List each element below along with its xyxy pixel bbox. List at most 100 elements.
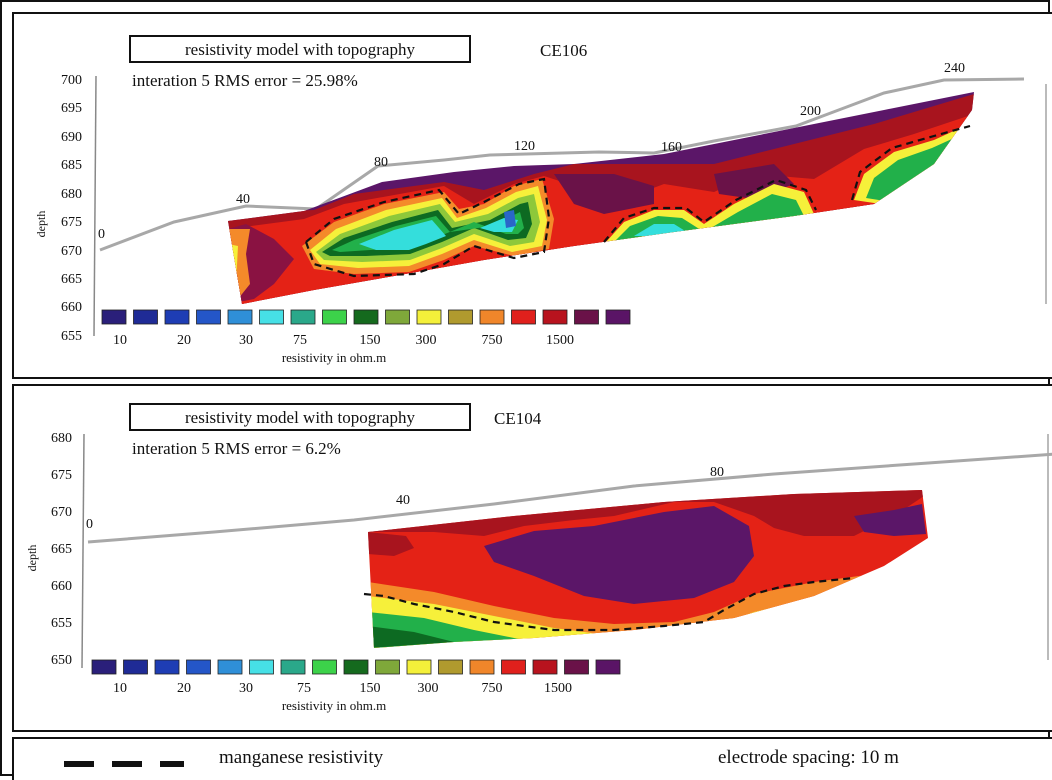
manganese-boundary [850, 124, 971, 201]
distance-label: 40 [236, 192, 250, 207]
rms-text: interation 5 RMS error = 25.98% [132, 71, 358, 90]
scale-label: 75 [293, 333, 307, 348]
scale-label: 300 [416, 333, 437, 348]
spacing-label: electrode spacing: 10 m [718, 747, 899, 768]
color-swatch [479, 309, 505, 325]
y-tick: 675 [51, 468, 72, 483]
y-tick: 660 [51, 579, 72, 594]
ce104-section: resistivity model with topography CE104 … [25, 403, 1052, 713]
scale-label: 750 [482, 681, 503, 696]
scale-label: 1500 [544, 681, 572, 696]
y-axis-label: depth [25, 545, 39, 572]
color-swatch [375, 659, 400, 675]
y-tick: 650 [51, 653, 72, 668]
color-swatch [280, 659, 306, 675]
color-swatch [385, 309, 410, 325]
color-swatch [469, 659, 495, 675]
model-fill-blue [504, 210, 516, 228]
scale-labels: 10 20 30 75 150 300 750 1500 [113, 681, 572, 696]
manganese-boundary [304, 177, 551, 278]
scale-label: 10 [113, 681, 127, 696]
scale-label: 1500 [546, 333, 574, 348]
topography-line [87, 452, 1052, 544]
distance-label: 0 [86, 517, 93, 532]
distance-label: 240 [944, 61, 965, 76]
manganese-boundary [603, 178, 817, 243]
distance-label: 160 [661, 140, 682, 155]
y-tick: 665 [61, 272, 82, 287]
model-fill-violet [484, 506, 754, 604]
color-swatch [438, 659, 463, 675]
manganese-boundary [363, 576, 855, 632]
y-tick: 675 [61, 215, 82, 230]
color-swatch [123, 659, 148, 675]
y-tick: 685 [61, 158, 82, 173]
color-swatch [227, 309, 253, 325]
model-fill-violet [854, 504, 926, 536]
title-box [129, 403, 471, 431]
scale-label: 10 [113, 333, 127, 348]
color-swatch [542, 309, 568, 325]
color-swatch [101, 309, 127, 325]
distance-label: 40 [396, 493, 410, 508]
model-fill-dkgreen [368, 626, 454, 648]
distance-label: 200 [800, 104, 821, 119]
distance-label: 0 [98, 227, 105, 242]
color-swatch [290, 309, 316, 325]
distance-label: 80 [374, 155, 388, 170]
color-swatch [448, 309, 473, 325]
rms-text: interation 5 RMS error = 6.2% [132, 439, 341, 458]
line-id: CE104 [494, 409, 542, 428]
scale-label: 300 [418, 681, 439, 696]
y-tick: 700 [61, 73, 82, 88]
model-fill-cyan [359, 220, 446, 250]
scale-label: 20 [177, 681, 191, 696]
y-axis [81, 433, 85, 669]
color-swatch [605, 309, 631, 325]
color-swatch [133, 309, 158, 325]
color-swatch [91, 659, 117, 675]
color-swatch [501, 659, 526, 675]
title-text: resistivity model with topography [185, 40, 415, 59]
distance-labels: 0 40 80 [86, 465, 724, 532]
scale-label: 75 [297, 681, 311, 696]
scale-label: 30 [239, 333, 253, 348]
y-tick: 655 [51, 616, 72, 631]
model-fill-yellow [228, 244, 238, 292]
color-swatch [343, 659, 369, 675]
color-swatch [574, 309, 599, 325]
y-tick: 690 [61, 130, 82, 145]
y-tick: 655 [61, 329, 82, 344]
title-box [129, 35, 471, 63]
scale-labels: 10 20 30 75 150 300 750 1500 [113, 333, 574, 348]
scale-label: 150 [360, 333, 381, 348]
distance-label: 120 [514, 139, 535, 154]
scale-label: 20 [177, 333, 191, 348]
ce104-model [368, 490, 928, 648]
color-swatch [154, 659, 180, 675]
ce106-model [228, 92, 974, 304]
color-swatch [564, 659, 589, 675]
color-swatch [406, 659, 432, 675]
y-tick: 660 [61, 300, 82, 315]
y-ticks: 700 695 690 685 680 675 670 665 660 655 [61, 73, 82, 344]
color-swatch [322, 309, 347, 325]
y-tick: 665 [51, 542, 72, 557]
distance-labels: 0 40 80 120 160 200 240 [98, 61, 965, 242]
y-axis-label: depth [34, 211, 48, 238]
scale-label: 150 [360, 681, 381, 696]
scale-label: 750 [482, 333, 503, 348]
legend-footer: manganese resistivity electrode spacing:… [12, 737, 1052, 780]
color-swatch [217, 659, 243, 675]
scale-title: resistivity in ohm.m [282, 350, 386, 365]
color-scale [91, 659, 621, 675]
topography-line [99, 77, 1025, 252]
y-tick: 670 [61, 244, 82, 259]
model-fill-violet-patch [554, 174, 654, 214]
color-swatch [353, 309, 379, 325]
color-scale [101, 309, 631, 325]
y-tick: 695 [61, 101, 82, 116]
color-swatch [532, 659, 558, 675]
color-swatch [312, 659, 337, 675]
